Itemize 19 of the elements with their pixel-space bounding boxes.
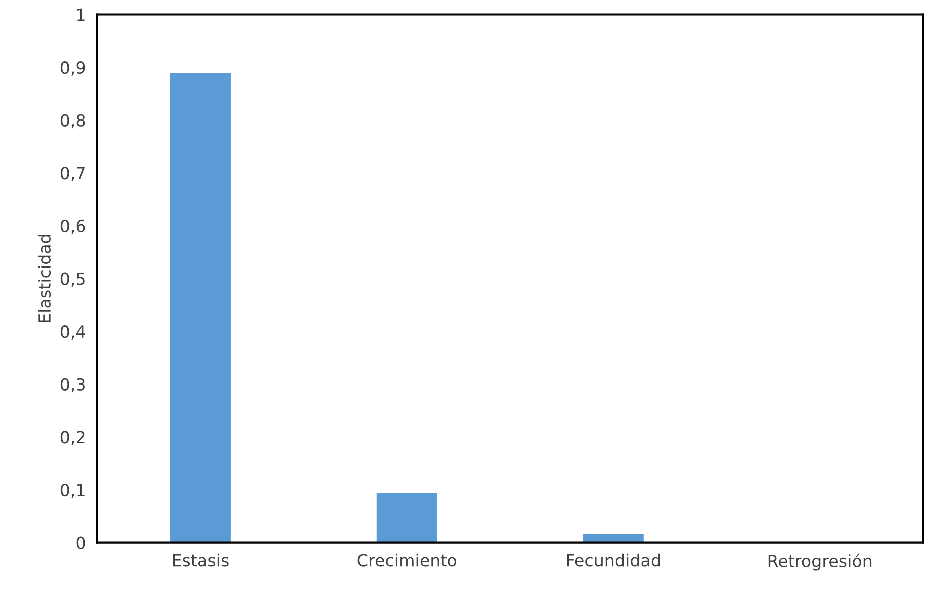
y-tick-label: 0,9: [60, 62, 86, 76]
y-tick-label: 0,2: [60, 431, 85, 446]
bar: [582, 532, 646, 543]
y-tick-label: 0,5: [60, 272, 85, 288]
bar: [375, 492, 439, 543]
y-tick-label: 0: [76, 536, 86, 550]
y-tick-label: 0,6: [60, 220, 86, 234]
y-tick-label: 0,3: [60, 378, 85, 393]
x-tick-label: Crecimiento: [358, 554, 457, 567]
y-tick-label: 0,4: [60, 326, 86, 340]
x-tick-label: Fecundidad: [567, 554, 660, 567]
x-tick-label: Estasis: [173, 554, 229, 567]
y-axis-title: Elasticidad: [38, 235, 52, 322]
y-tick-label: 0,8: [60, 114, 86, 129]
y-tick-label: 0,1: [60, 484, 85, 498]
bar: [169, 72, 232, 543]
x-tick-label: Retrogresión: [768, 554, 872, 571]
y-tick-label: 0,7: [60, 167, 85, 182]
y-tick-label: 1: [78, 8, 85, 22]
